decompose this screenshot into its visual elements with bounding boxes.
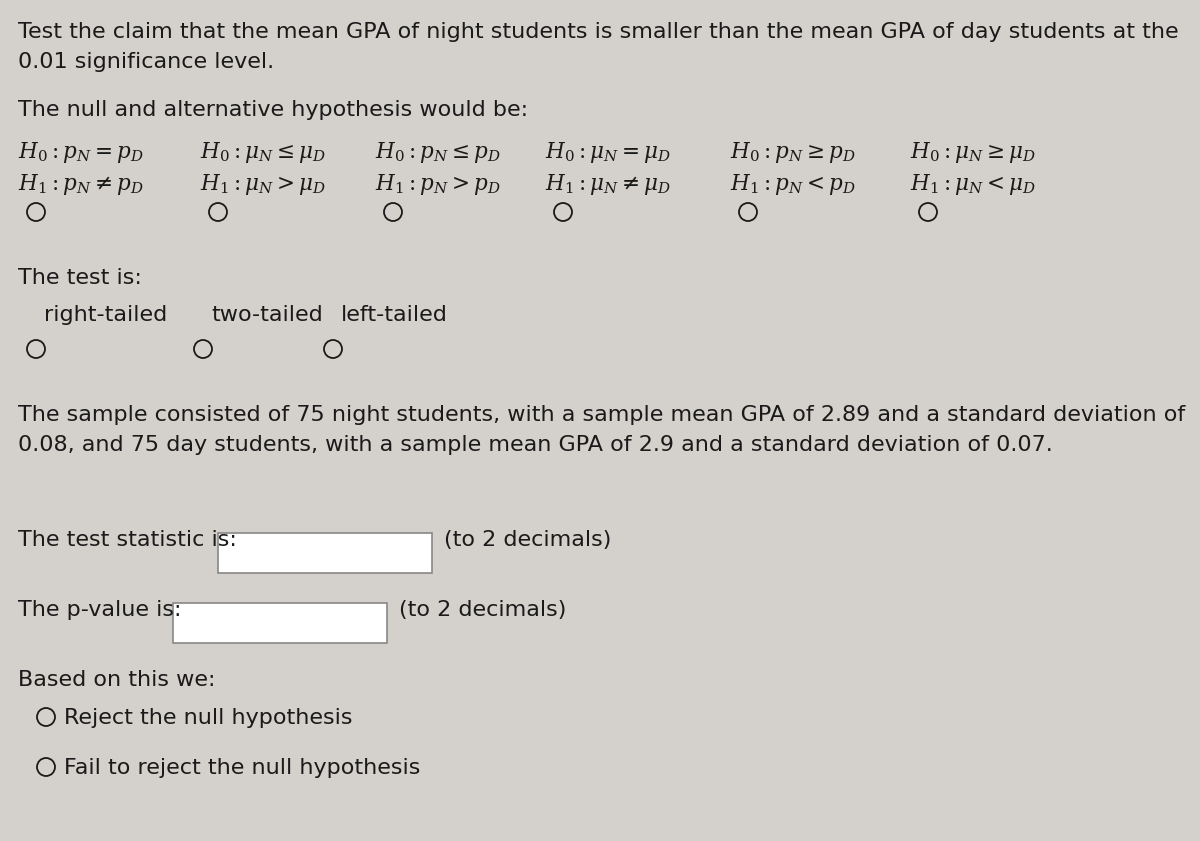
Text: $H_1:\mu_N \neq \mu_D$: $H_1:\mu_N \neq \mu_D$ (545, 172, 671, 197)
Text: (to 2 decimals): (to 2 decimals) (398, 600, 566, 620)
Text: Test the claim that the mean GPA of night students is smaller than the mean GPA : Test the claim that the mean GPA of nigh… (18, 22, 1178, 42)
Text: (to 2 decimals): (to 2 decimals) (444, 530, 611, 550)
Text: $H_0:p_N \leq p_D$: $H_0:p_N \leq p_D$ (374, 140, 500, 165)
Text: $H_0:\mu_N \leq \mu_D$: $H_0:\mu_N \leq \mu_D$ (200, 140, 326, 165)
Text: $H_1:\mu_N > \mu_D$: $H_1:\mu_N > \mu_D$ (200, 172, 326, 197)
Text: The test is:: The test is: (18, 268, 142, 288)
Text: $H_1:p_N \neq p_D$: $H_1:p_N \neq p_D$ (18, 172, 144, 197)
Text: $H_0:p_N = p_D$: $H_0:p_N = p_D$ (18, 140, 144, 165)
Text: $H_0:p_N \geq p_D$: $H_0:p_N \geq p_D$ (730, 140, 856, 165)
FancyBboxPatch shape (173, 603, 386, 643)
Text: 0.01 significance level.: 0.01 significance level. (18, 52, 274, 72)
Text: $H_0:\mu_N \geq \mu_D$: $H_0:\mu_N \geq \mu_D$ (910, 140, 1037, 165)
Text: right-tailed: right-tailed (44, 305, 167, 325)
Text: Based on this we:: Based on this we: (18, 670, 216, 690)
Text: $H_1:p_N > p_D$: $H_1:p_N > p_D$ (374, 172, 500, 197)
Text: 0.08, and 75 day students, with a sample mean GPA of 2.9 and a standard deviatio: 0.08, and 75 day students, with a sample… (18, 435, 1052, 455)
Text: $H_1:p_N < p_D$: $H_1:p_N < p_D$ (730, 172, 856, 197)
Text: The p-value is:: The p-value is: (18, 600, 181, 620)
Text: two-tailed: two-tailed (211, 305, 323, 325)
Text: The test statistic is:: The test statistic is: (18, 530, 236, 550)
Text: The sample consisted of 75 night students, with a sample mean GPA of 2.89 and a : The sample consisted of 75 night student… (18, 405, 1186, 425)
Text: $H_0:\mu_N = \mu_D$: $H_0:\mu_N = \mu_D$ (545, 140, 671, 165)
Text: $H_1:\mu_N < \mu_D$: $H_1:\mu_N < \mu_D$ (910, 172, 1037, 197)
Text: Fail to reject the null hypothesis: Fail to reject the null hypothesis (64, 758, 420, 778)
FancyBboxPatch shape (218, 533, 432, 573)
Text: The null and alternative hypothesis would be:: The null and alternative hypothesis woul… (18, 100, 528, 120)
Text: left-tailed: left-tailed (341, 305, 448, 325)
Text: Reject the null hypothesis: Reject the null hypothesis (64, 708, 353, 728)
